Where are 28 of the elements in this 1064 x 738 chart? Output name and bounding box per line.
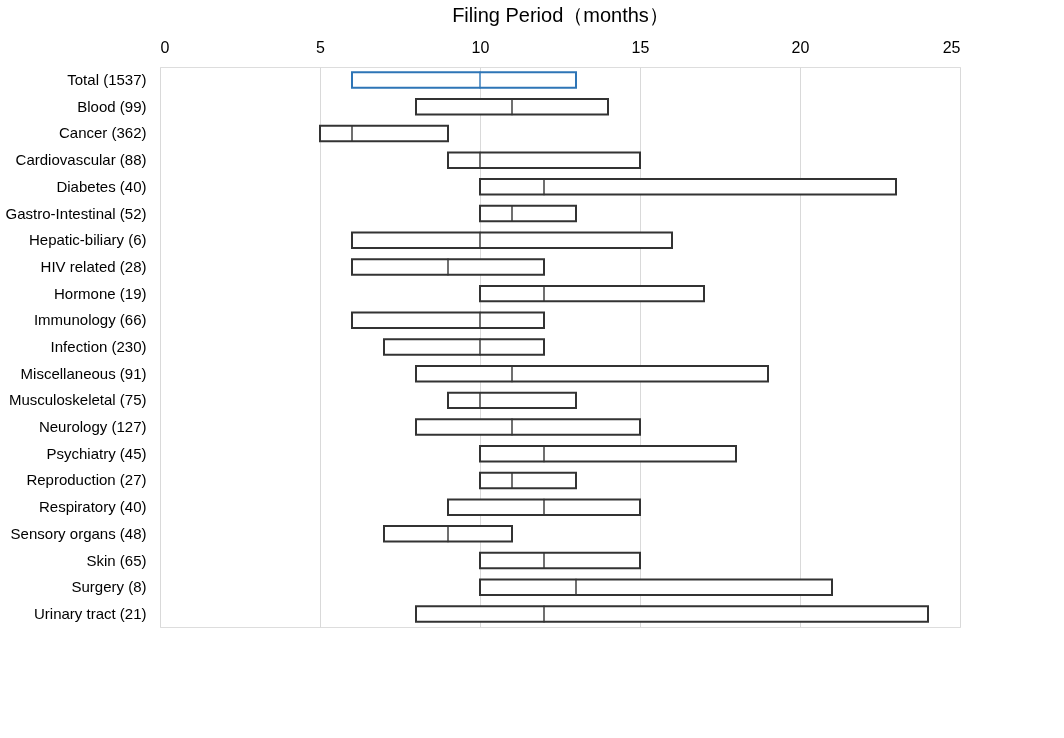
y-tick-label: Total (1537) [67,71,147,89]
y-tick-label: Urinary tract (21) [33,604,147,622]
y-tick-label: Gastro-Intestinal (52) [5,204,147,222]
y-tick-label: Hepatic-biliary (6) [28,231,147,249]
y-tick-label: Reproduction (27) [26,471,147,489]
y-tick-label: Neurology (127) [38,418,147,436]
y-tick-label: Cardiovascular (88) [15,151,147,169]
y-tick-label: Skin (65) [86,551,147,569]
y-tick-label: Respiratory (40) [38,498,147,516]
y-tick-label: Diabetes (40) [56,177,147,195]
x-tick-label: 15 [631,38,650,56]
x-tick-label: 25 [942,38,961,56]
y-tick-label: Cancer (362) [58,124,147,142]
y-tick-label: Infection (230) [50,338,147,355]
y-tick-label: Musculoskeletal (75) [8,391,147,409]
y-tick-label: Miscellaneous (91) [20,364,147,382]
y-tick-label: Blood (99) [77,97,147,115]
x-axis-title: Filing Period（months） [452,3,669,26]
y-tick-label: Hormone (19) [53,284,147,302]
x-tick-label: 20 [791,38,810,56]
y-tick-label: Sensory organs (48) [10,524,147,542]
x-tick-label: 0 [160,38,170,56]
y-tick-label: Surgery (8) [71,578,147,596]
y-tick-label: Psychiatry (45) [46,444,147,462]
x-tick-label: 10 [471,38,490,56]
y-tick-label: HIV related (28) [40,257,147,275]
y-tick-label: Immunology (66) [33,311,147,329]
x-tick-label: 5 [316,38,326,56]
